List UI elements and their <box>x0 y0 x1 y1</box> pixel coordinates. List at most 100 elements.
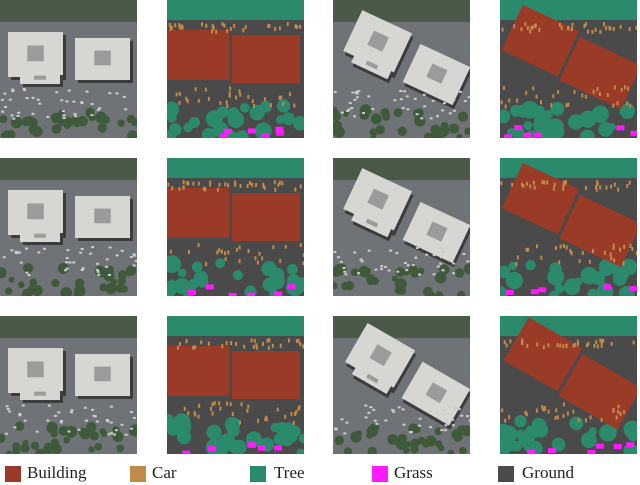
courtyard <box>365 218 379 228</box>
tree <box>126 114 136 124</box>
car-region <box>626 101 629 106</box>
tree <box>366 431 373 439</box>
tree-blob <box>596 288 610 296</box>
tree <box>21 288 33 296</box>
tree <box>391 275 398 282</box>
car <box>90 114 94 117</box>
car <box>122 95 126 98</box>
car-region <box>527 247 530 252</box>
grass-region <box>205 284 214 290</box>
car-region <box>178 187 181 192</box>
car-region <box>295 410 298 415</box>
tree <box>117 276 126 286</box>
car-region <box>627 86 630 91</box>
segmentation-map <box>500 316 637 454</box>
car-region <box>235 247 238 252</box>
car-region <box>530 26 533 31</box>
trees <box>333 0 470 22</box>
tree <box>438 125 450 137</box>
tree-blob <box>591 105 609 123</box>
car <box>343 432 347 435</box>
tree <box>393 108 403 118</box>
tile-content <box>333 316 470 454</box>
car-region <box>540 100 543 105</box>
car <box>379 268 383 271</box>
car-region <box>592 89 595 94</box>
car-region <box>609 252 612 257</box>
legend-label: Ground <box>522 463 574 482</box>
car-region <box>278 180 281 185</box>
tree <box>394 278 407 291</box>
car <box>53 414 57 417</box>
tree <box>95 111 107 124</box>
tree-band <box>167 316 304 336</box>
tree <box>128 424 137 437</box>
tree <box>359 109 370 120</box>
legend-swatch <box>5 466 21 482</box>
tree <box>434 427 443 436</box>
car <box>401 408 405 411</box>
car <box>343 270 347 273</box>
car <box>339 260 343 263</box>
car-region <box>617 409 620 414</box>
grass-region <box>587 449 596 454</box>
tree-blob <box>276 115 286 124</box>
car <box>443 409 447 412</box>
car <box>467 95 470 98</box>
grass-region <box>247 442 256 448</box>
car-region <box>216 187 219 192</box>
car <box>65 267 69 270</box>
car-region <box>288 338 291 343</box>
car-region <box>516 255 519 260</box>
car <box>359 258 363 261</box>
tree <box>414 115 426 127</box>
car-region <box>247 404 250 409</box>
tree-band <box>167 0 304 20</box>
car-region <box>182 185 185 190</box>
car-region <box>599 185 602 190</box>
courtyard <box>426 63 448 84</box>
grass-region <box>261 133 270 138</box>
tile-content <box>500 0 637 138</box>
tree-blob <box>574 277 583 286</box>
car-region <box>612 243 615 248</box>
car-region <box>294 24 297 29</box>
car-region <box>178 91 181 96</box>
car-region <box>224 257 227 262</box>
car-region <box>515 262 518 267</box>
car-region <box>600 418 603 423</box>
grass-region <box>613 443 622 449</box>
tree-blob <box>215 258 226 269</box>
tree-blob <box>298 433 304 444</box>
tree <box>51 444 62 454</box>
car <box>129 411 133 414</box>
car-region <box>272 245 275 250</box>
car-region <box>197 181 200 186</box>
car <box>384 265 388 268</box>
car <box>454 408 458 411</box>
car-region <box>229 86 232 91</box>
tree <box>334 435 344 446</box>
tree <box>24 115 35 127</box>
car-region <box>600 343 603 348</box>
tree <box>459 446 467 454</box>
car-region <box>197 98 200 103</box>
tree <box>110 278 118 286</box>
grass-region <box>616 125 625 131</box>
tree <box>14 421 25 431</box>
car-region <box>295 338 298 343</box>
car-region <box>252 344 255 349</box>
grass-region <box>538 287 547 293</box>
tree <box>333 282 338 290</box>
car <box>401 106 405 109</box>
car-region <box>284 414 287 419</box>
car <box>91 408 95 411</box>
car-region <box>198 403 201 408</box>
car <box>448 112 452 115</box>
tree-blob <box>232 111 242 121</box>
car <box>431 99 435 102</box>
car-region <box>187 411 190 416</box>
car-region <box>219 406 222 411</box>
car-region <box>619 411 622 416</box>
car <box>466 260 470 263</box>
